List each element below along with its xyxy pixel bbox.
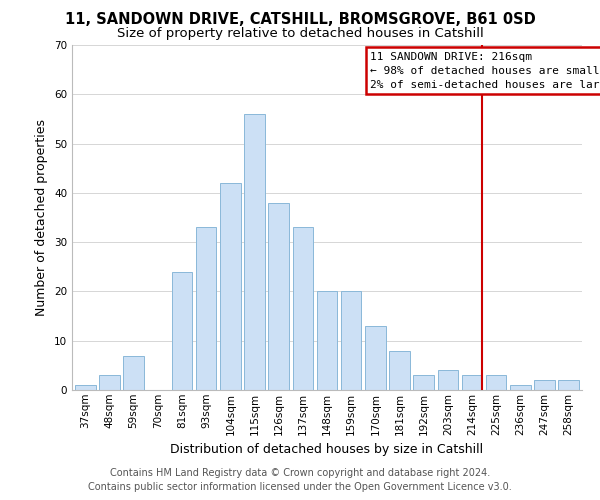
Bar [510,385,530,390]
Bar [75,385,95,390]
Bar [99,375,120,390]
Bar [462,375,482,390]
Bar [196,228,217,390]
Bar [172,272,192,390]
Text: Size of property relative to detached houses in Catshill: Size of property relative to detached ho… [116,28,484,40]
Bar [124,356,144,390]
Bar [559,380,579,390]
Bar [413,375,434,390]
Bar [220,183,241,390]
Bar [341,292,361,390]
X-axis label: Distribution of detached houses by size in Catshill: Distribution of detached houses by size … [170,443,484,456]
Text: 11, SANDOWN DRIVE, CATSHILL, BROMSGROVE, B61 0SD: 11, SANDOWN DRIVE, CATSHILL, BROMSGROVE,… [65,12,535,28]
Bar [437,370,458,390]
Text: Contains HM Land Registry data © Crown copyright and database right 2024.
Contai: Contains HM Land Registry data © Crown c… [88,468,512,492]
Bar [268,202,289,390]
Bar [317,292,337,390]
Bar [293,228,313,390]
Bar [365,326,386,390]
Text: 11 SANDOWN DRIVE: 216sqm
← 98% of detached houses are smaller (307)
2% of semi-d: 11 SANDOWN DRIVE: 216sqm ← 98% of detach… [370,52,600,90]
Bar [244,114,265,390]
Bar [389,350,410,390]
Bar [486,375,506,390]
Bar [534,380,555,390]
Y-axis label: Number of detached properties: Number of detached properties [35,119,49,316]
